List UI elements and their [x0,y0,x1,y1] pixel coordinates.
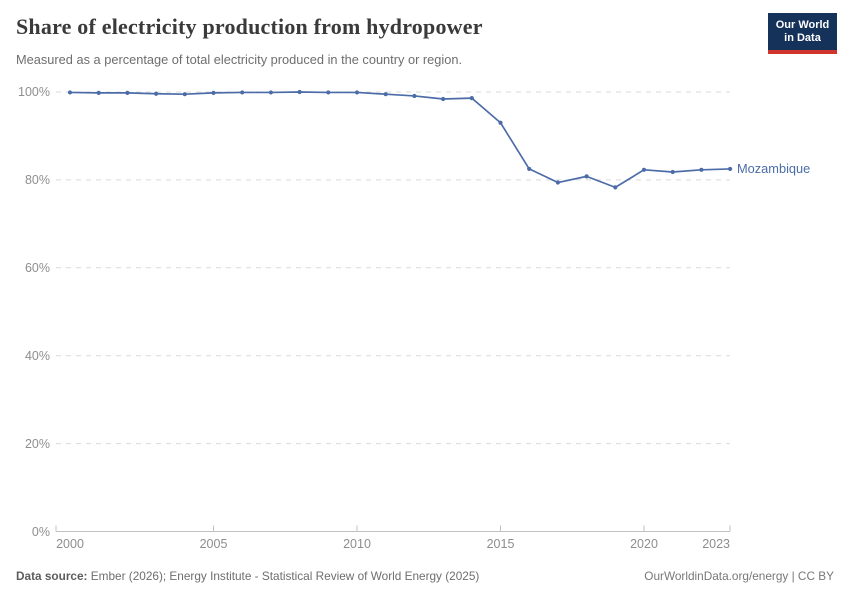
x-axis-label: 2000 [56,537,84,551]
footer: Data source: Ember (2026); Energy Instit… [16,569,834,583]
owid-logo-line1: Our World [775,18,830,31]
y-axis-label: 60% [24,260,50,275]
x-axis-label: 2005 [199,537,228,551]
data-source-note: Data source: Ember (2026); Energy Instit… [16,569,479,583]
credit-link[interactable]: OurWorldinData.org/energy | CC BY [644,569,834,583]
x-axis-label: 2020 [630,537,658,551]
page-title: Share of electricity production from hyd… [16,14,483,39]
x-axis-label: 2015 [486,537,515,551]
data-source-label: Data source: [16,569,88,583]
y-axis-label: 0% [31,524,50,539]
data-source-text: Ember (2026); Energy Institute - Statist… [87,569,480,583]
owid-logo[interactable]: Our World in Data [768,13,837,54]
y-axis-label: 40% [24,348,50,363]
x-axis-label: 2010 [343,537,371,551]
y-axis-label: 100% [18,85,50,99]
y-axis-label: 20% [24,436,50,451]
chart-subtitle: Measured as a percentage of total electr… [16,52,463,67]
series-label-mozambique[interactable]: Mozambique [737,160,811,176]
y-axis-label: 80% [24,172,50,187]
x-axis-label: 2023 [702,537,730,551]
owid-logo-line2: in Data [784,31,821,44]
